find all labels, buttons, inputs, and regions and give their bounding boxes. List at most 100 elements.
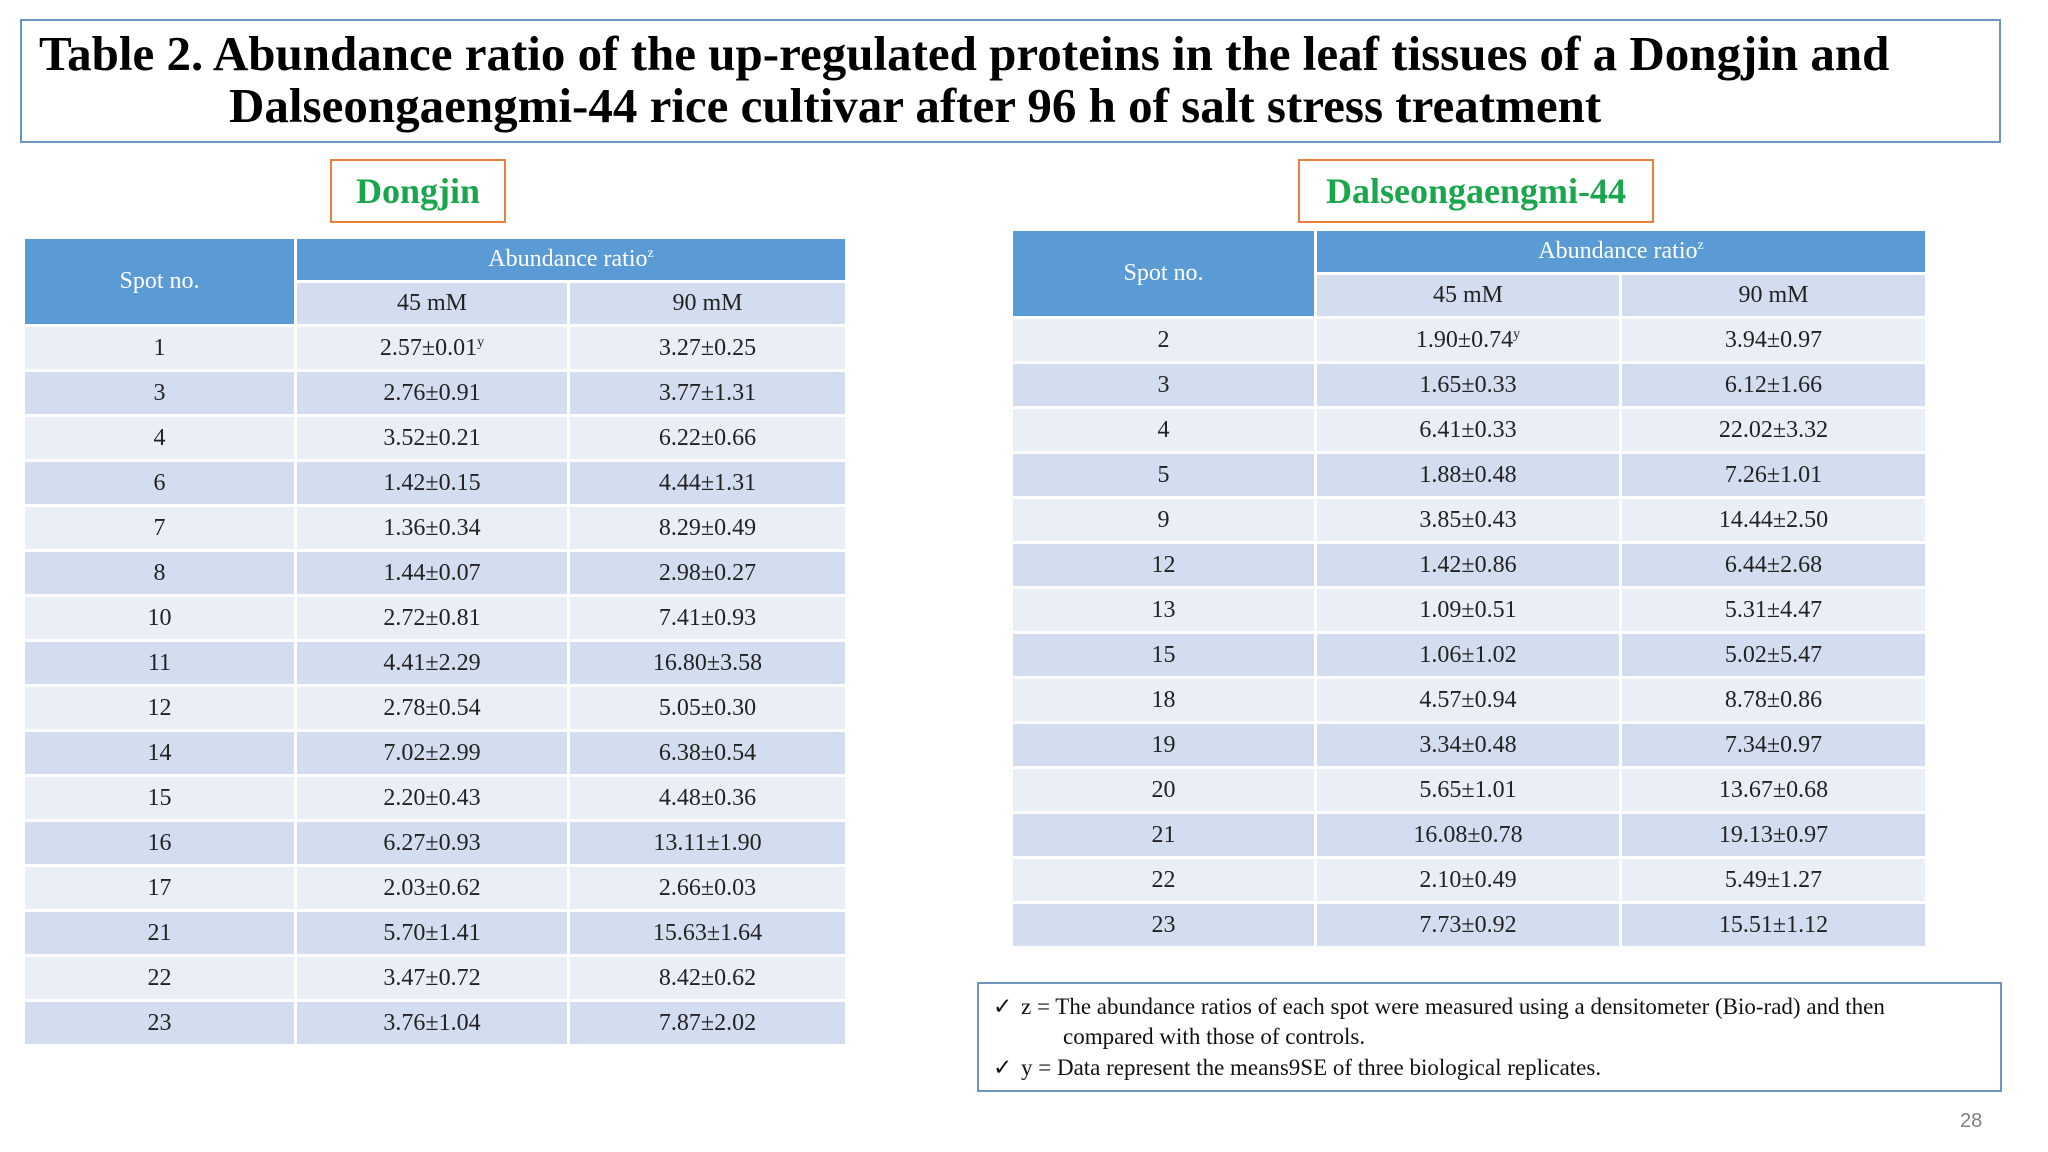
cell-90mm: 2.98±0.27	[567, 549, 848, 597]
header-abundance-ratio: Abundance ratioz	[1314, 228, 1928, 275]
cell-90mm: 6.44±2.68	[1619, 541, 1928, 589]
cell-90mm: 5.05±0.30	[567, 684, 848, 732]
cell-45mm: 2.57±0.01y	[294, 324, 570, 372]
table-row: 18 4.57±0.94 8.78±0.86	[1010, 676, 1928, 724]
table-title-line-1: Table 2. Abundance ratio of the up-regul…	[39, 26, 1890, 81]
cell-90mm: 6.12±1.66	[1619, 361, 1928, 409]
cell-spot-no: 14	[22, 729, 297, 777]
cell-spot-no: 15	[1010, 631, 1317, 679]
table-row: 17 2.03±0.62 2.66±0.03	[22, 864, 848, 912]
table-row: 8 1.44±0.07 2.98±0.27	[22, 549, 848, 597]
footnotes-box: ✓ z = The abundance ratios of each spot w…	[977, 982, 2002, 1092]
cell-spot-no: 8	[22, 549, 297, 597]
cell-spot-no: 9	[1010, 496, 1317, 544]
cell-90mm: 4.44±1.31	[567, 459, 848, 507]
header-90mm: 90 mM	[1619, 272, 1928, 319]
cell-45mm: 3.52±0.21	[294, 414, 570, 462]
table-row: 13 1.09±0.51 5.31±4.47	[1010, 586, 1928, 634]
cell-45mm: 1.90±0.74y	[1314, 316, 1622, 364]
cell-45mm: 5.65±1.01	[1314, 766, 1622, 814]
cell-90mm: 6.22±0.66	[567, 414, 848, 462]
table-row: 19 3.34±0.48 7.34±0.97	[1010, 721, 1928, 769]
cell-90mm: 2.66±0.03	[567, 864, 848, 912]
table-row: 11 4.41±2.29 16.80±3.58	[22, 639, 848, 687]
cell-spot-no: 12	[1010, 541, 1317, 589]
cell-45mm: 16.08±0.78	[1314, 811, 1622, 859]
cell-90mm: 8.29±0.49	[567, 504, 848, 552]
cell-spot-no: 10	[22, 594, 297, 642]
table-row: 16 6.27±0.93 13.11±1.90	[22, 819, 848, 867]
table-row: 15 2.20±0.43 4.48±0.36	[22, 774, 848, 822]
cell-spot-no: 4	[22, 414, 297, 462]
cell-45mm: 1.09±0.51	[1314, 586, 1622, 634]
cultivar-label-dongjin: Dongjin	[330, 159, 506, 223]
cell-45mm: 1.88±0.48	[1314, 451, 1622, 499]
cell-45mm: 1.42±0.86	[1314, 541, 1622, 589]
header-90mm: 90 mM	[567, 280, 848, 327]
table-row: 15 1.06±1.02 5.02±5.47	[1010, 631, 1928, 679]
table-row: 22 3.47±0.72 8.42±0.62	[22, 954, 848, 1002]
cell-90mm: 22.02±3.32	[1619, 406, 1928, 454]
header-45mm: 45 mM	[294, 280, 570, 327]
cell-45mm: 3.47±0.72	[294, 954, 570, 1002]
table-row: 2 1.90±0.74y 3.94±0.97	[1010, 316, 1928, 364]
table-title-line-2: Dalseongaengmi-44 rice cultivar after 96…	[229, 78, 1602, 133]
cell-90mm: 5.02±5.47	[1619, 631, 1928, 679]
cell-90mm: 13.11±1.90	[567, 819, 848, 867]
checkmark-icon: ✓	[993, 1055, 1013, 1080]
cell-90mm: 7.34±0.97	[1619, 721, 1928, 769]
table-row: 4 3.52±0.21 6.22±0.66	[22, 414, 848, 462]
cell-45mm: 6.27±0.93	[294, 819, 570, 867]
cell-spot-no: 1	[22, 324, 297, 372]
cell-90mm: 8.42±0.62	[567, 954, 848, 1002]
cell-45mm: 3.34±0.48	[1314, 721, 1622, 769]
cell-spot-no: 23	[1010, 901, 1317, 949]
table-row: 21 5.70±1.41 15.63±1.64	[22, 909, 848, 957]
table-row: 14 7.02±2.99 6.38±0.54	[22, 729, 848, 777]
cell-spot-no: 21	[1010, 811, 1317, 859]
cell-45mm: 2.03±0.62	[294, 864, 570, 912]
cell-90mm: 3.77±1.31	[567, 369, 848, 417]
cell-spot-no: 17	[22, 864, 297, 912]
cell-90mm: 13.67±0.68	[1619, 766, 1928, 814]
cell-45mm: 2.20±0.43	[294, 774, 570, 822]
cell-45mm: 3.76±1.04	[294, 999, 570, 1047]
cell-spot-no: 23	[22, 999, 297, 1047]
cell-90mm: 5.31±4.47	[1619, 586, 1928, 634]
cell-spot-no: 11	[22, 639, 297, 687]
table-row: 23 3.76±1.04 7.87±2.02	[22, 999, 848, 1047]
cell-spot-no: 7	[22, 504, 297, 552]
table-row: 10 2.72±0.81 7.41±0.93	[22, 594, 848, 642]
cell-90mm: 15.51±1.12	[1619, 901, 1928, 949]
dalseongaengmi-table-body: 2 1.90±0.74y 3.94±0.97 3 1.65±0.33 6.12±1.66 4…	[1010, 316, 1928, 949]
cell-45mm: 2.72±0.81	[294, 594, 570, 642]
cell-90mm: 15.63±1.64	[567, 909, 848, 957]
header-45mm: 45 mM	[1314, 272, 1622, 319]
cell-45mm: 6.41±0.33	[1314, 406, 1622, 454]
cell-90mm: 3.94±0.97	[1619, 316, 1928, 364]
cell-90mm: 3.27±0.25	[567, 324, 848, 372]
cell-90mm: 8.78±0.86	[1619, 676, 1928, 724]
table-row: 3 2.76±0.91 3.77±1.31	[22, 369, 848, 417]
cell-45mm: 1.36±0.34	[294, 504, 570, 552]
cell-spot-no: 4	[1010, 406, 1317, 454]
cultivar-label-dalseongaengmi: Dalseongaengmi-44	[1298, 159, 1654, 223]
table-row: 9 3.85±0.43 14.44±2.50	[1010, 496, 1928, 544]
table-row: 12 2.78±0.54 5.05±0.30	[22, 684, 848, 732]
cell-45mm: 5.70±1.41	[294, 909, 570, 957]
cell-90mm: 7.26±1.01	[1619, 451, 1928, 499]
cell-spot-no: 18	[1010, 676, 1317, 724]
table-row: 4 6.41±0.33 22.02±3.32	[1010, 406, 1928, 454]
page-number: 28	[1960, 1110, 1983, 1132]
table-row: 1 2.57±0.01y 3.27±0.25	[22, 324, 848, 372]
header-abundance-ratio: Abundance ratioz	[294, 236, 848, 283]
cell-45mm: 3.85±0.43	[1314, 496, 1622, 544]
cell-90mm: 19.13±0.97	[1619, 811, 1928, 859]
title-box: Table 2. Abundance ratio of the up-regul…	[20, 19, 2001, 143]
cell-spot-no: 3	[1010, 361, 1317, 409]
cell-45mm: 4.57±0.94	[1314, 676, 1622, 724]
cell-spot-no: 16	[22, 819, 297, 867]
cell-spot-no: 13	[1010, 586, 1317, 634]
